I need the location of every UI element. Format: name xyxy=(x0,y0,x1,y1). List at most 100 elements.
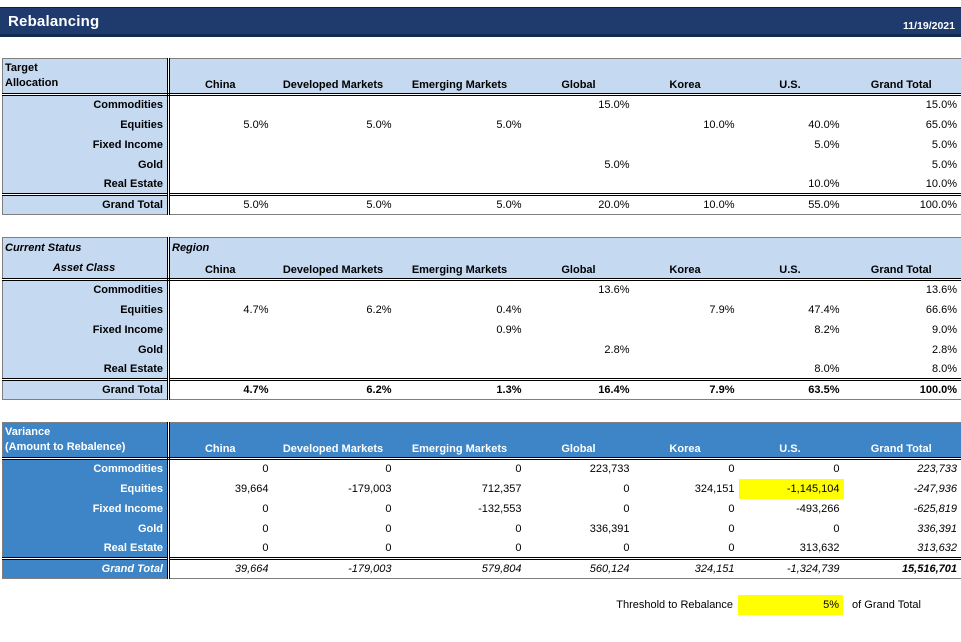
col-header-developed-markets: Developed Markets xyxy=(273,259,396,280)
data-cell: 5.0% xyxy=(169,115,273,135)
row-label: Gold xyxy=(3,519,169,539)
data-cell xyxy=(739,95,844,115)
data-cell: 13.6% xyxy=(526,280,634,300)
table-title-line1: Target xyxy=(5,61,163,76)
row-label: Gold xyxy=(3,155,169,175)
data-cell: 10.0% xyxy=(634,195,739,215)
data-cell: 20.0% xyxy=(526,195,634,215)
row-label: Equities xyxy=(3,479,169,499)
row-label: Real Estate xyxy=(3,360,169,380)
data-cell xyxy=(526,115,634,135)
current-status-table: Current Status Region Asset Class China … xyxy=(2,237,961,400)
data-cell xyxy=(169,135,273,155)
data-cell: 10.0% xyxy=(739,175,844,195)
row-label: Gold xyxy=(3,340,169,360)
row-label: Fixed Income xyxy=(3,320,169,340)
col-header-emerging-markets: Emerging Markets xyxy=(396,59,526,95)
row-label: Equities xyxy=(3,115,169,135)
data-cell: 6.2% xyxy=(273,300,396,320)
data-cell: 560,124 xyxy=(526,559,634,579)
grand-total-row-label: Grand Total xyxy=(3,195,169,215)
data-cell: 4.7% xyxy=(169,300,273,320)
data-cell xyxy=(169,340,273,360)
region-label: Region xyxy=(169,238,273,259)
data-cell: 0 xyxy=(739,519,844,539)
data-cell: 100.0% xyxy=(844,195,961,215)
data-cell xyxy=(273,155,396,175)
data-cell xyxy=(634,175,739,195)
data-cell: 0 xyxy=(169,499,273,519)
data-cell: 7.9% xyxy=(634,380,739,400)
data-cell: 10.0% xyxy=(844,175,961,195)
data-cell: 5.0% xyxy=(844,155,961,175)
col-header-global: Global xyxy=(526,259,634,280)
data-cell xyxy=(273,175,396,195)
table-title-line2: Allocation xyxy=(5,76,163,91)
data-cell: 313,632 xyxy=(739,539,844,559)
row-label: Commodities xyxy=(3,95,169,115)
table-title-line1: Variance xyxy=(5,425,163,440)
col-header-us: U.S. xyxy=(739,423,844,459)
data-cell: 0 xyxy=(273,519,396,539)
data-cell: 0 xyxy=(634,519,739,539)
data-cell: 5.0% xyxy=(844,135,961,155)
data-cell xyxy=(273,95,396,115)
col-header-us: U.S. xyxy=(739,59,844,95)
data-cell xyxy=(169,320,273,340)
data-cell: 0 xyxy=(273,459,396,479)
data-cell: 55.0% xyxy=(739,195,844,215)
data-cell: 1.3% xyxy=(396,380,526,400)
data-cell: 5.0% xyxy=(273,195,396,215)
data-cell: 0 xyxy=(526,499,634,519)
data-cell xyxy=(526,175,634,195)
data-cell: 0 xyxy=(739,459,844,479)
data-cell: 16.4% xyxy=(526,380,634,400)
data-cell xyxy=(396,280,526,300)
data-cell xyxy=(634,340,739,360)
table-title-variance: Variance (Amount to Rebalence) xyxy=(3,423,169,459)
threshold-value-input[interactable]: 5% xyxy=(738,595,843,615)
data-cell: 0 xyxy=(396,519,526,539)
data-cell xyxy=(396,175,526,195)
row-label: Equities xyxy=(3,300,169,320)
data-cell xyxy=(169,280,273,300)
data-cell: -179,003 xyxy=(273,479,396,499)
data-cell: 336,391 xyxy=(526,519,634,539)
col-header-developed-markets: Developed Markets xyxy=(273,59,396,95)
data-cell: 223,733 xyxy=(526,459,634,479)
data-cell: -132,553 xyxy=(396,499,526,519)
data-cell xyxy=(634,360,739,380)
table-title-target-allocation: Target Allocation xyxy=(3,59,169,95)
data-cell: 5.0% xyxy=(273,115,396,135)
data-cell xyxy=(396,155,526,175)
data-cell: 324,151 xyxy=(634,559,739,579)
data-cell: 9.0% xyxy=(844,320,961,340)
data-cell: -1,324,739 xyxy=(739,559,844,579)
data-cell: 63.5% xyxy=(739,380,844,400)
data-cell: 5.0% xyxy=(526,155,634,175)
region-header-spacer xyxy=(273,238,961,259)
data-cell: 15.0% xyxy=(844,95,961,115)
col-header-grand-total: Grand Total xyxy=(844,423,961,459)
data-cell: 65.0% xyxy=(844,115,961,135)
data-cell: 313,632 xyxy=(844,539,961,559)
data-cell xyxy=(169,155,273,175)
target-allocation-table: Target Allocation China Developed Market… xyxy=(2,58,961,215)
data-cell: 47.4% xyxy=(739,300,844,320)
data-cell: 8.2% xyxy=(739,320,844,340)
data-cell: 100.0% xyxy=(844,380,961,400)
row-label: Fixed Income xyxy=(3,499,169,519)
data-cell: 336,391 xyxy=(844,519,961,539)
data-cell xyxy=(739,155,844,175)
data-cell: 0 xyxy=(169,459,273,479)
variance-table: Variance (Amount to Rebalence) China Dev… xyxy=(2,422,961,579)
data-cell xyxy=(273,360,396,380)
data-cell: 0 xyxy=(273,539,396,559)
